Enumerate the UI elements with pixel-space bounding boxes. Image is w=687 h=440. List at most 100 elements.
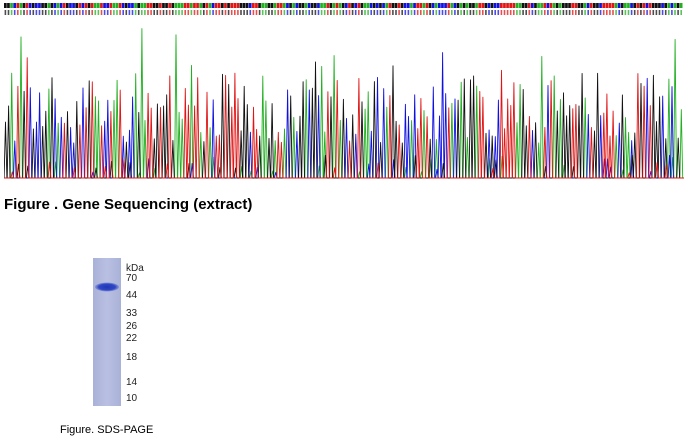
marker-label: 18 (126, 352, 138, 363)
base-call-mark (537, 3, 540, 8)
base-call-letter (354, 10, 357, 15)
base-call-mark (379, 3, 382, 8)
base-call-mark (317, 3, 320, 8)
base-call-mark (388, 3, 392, 8)
base-call-letter (482, 10, 484, 15)
trace-T (4, 57, 684, 179)
base-call-mark (515, 3, 519, 8)
base-call-mark (450, 3, 454, 8)
base-call-mark (462, 3, 466, 8)
base-call-mark (286, 3, 289, 8)
base-call-mark (534, 3, 537, 8)
base-call-letter (491, 10, 493, 15)
sds-page-gel-lane (93, 258, 121, 406)
base-call-mark (639, 3, 643, 8)
base-call-mark (611, 3, 615, 8)
base-call-mark (586, 3, 590, 8)
base-call-letter (478, 10, 481, 15)
base-call-mark (602, 3, 605, 8)
base-call-mark (360, 3, 364, 8)
base-call-mark (245, 3, 249, 8)
marker-label: 33 (126, 308, 138, 319)
base-call-letter (227, 10, 230, 15)
base-call-letter (612, 10, 614, 15)
base-call-letter (323, 10, 326, 15)
base-call-mark (397, 3, 401, 8)
marker-label: 22 (126, 333, 138, 344)
base-call-letter (79, 10, 81, 15)
base-call-letter (516, 10, 518, 15)
base-call-letter (655, 10, 658, 15)
base-call-letter (215, 10, 217, 15)
base-call-letter (172, 10, 174, 15)
base-call-mark (242, 3, 246, 8)
base-call-letter (658, 10, 661, 15)
base-call-mark (310, 3, 314, 8)
base-call-letter (568, 10, 571, 15)
base-call-letter (513, 10, 515, 15)
base-call-mark (165, 3, 168, 8)
base-call-mark (484, 3, 488, 8)
base-call-mark (329, 3, 333, 8)
base-call-mark (162, 3, 165, 8)
base-call-letter (125, 10, 128, 15)
base-call-mark (159, 3, 162, 8)
base-call-mark (478, 3, 481, 8)
base-call-mark (351, 3, 354, 8)
base-call-mark (496, 3, 500, 8)
base-call-letter (565, 10, 568, 15)
base-call-letter (44, 10, 47, 15)
base-call-mark (543, 3, 547, 8)
base-call-letter (494, 10, 496, 15)
base-call-mark (155, 3, 159, 8)
base-call-letter (544, 10, 546, 15)
base-call-letter (277, 10, 279, 15)
base-call-mark (273, 3, 277, 8)
base-call-letter (395, 10, 397, 15)
base-call-letter (637, 10, 639, 15)
base-call-letter (379, 10, 382, 15)
base-call-letter (432, 10, 434, 15)
base-call-mark (512, 3, 516, 8)
marker-label: 44 (126, 290, 138, 301)
base-call-letter (609, 10, 611, 15)
base-call-mark (78, 3, 82, 8)
base-call-letter (401, 10, 403, 15)
base-call-mark (72, 3, 75, 8)
base-call-mark (664, 3, 667, 8)
base-call-mark (658, 3, 661, 8)
base-call-mark (211, 3, 215, 8)
base-call-mark (487, 3, 491, 8)
base-call-mark (118, 3, 122, 8)
base-call-mark (438, 3, 441, 8)
base-call-letter (503, 10, 506, 15)
base-call-mark (124, 3, 128, 8)
base-call-mark (376, 3, 379, 8)
base-call-letter (268, 10, 270, 15)
base-call-mark (283, 3, 286, 8)
base-call-letter (274, 10, 276, 15)
base-call-mark (53, 3, 57, 8)
base-call-letter (63, 10, 66, 15)
base-call-mark (97, 3, 100, 8)
base-call-letter (252, 10, 255, 15)
base-call-letter (348, 10, 351, 15)
base-call-letter (547, 10, 549, 15)
base-call-mark (233, 3, 237, 8)
base-call-mark (394, 3, 398, 8)
base-call-letter (441, 10, 444, 15)
base-call-mark (425, 3, 429, 8)
base-call-mark (549, 3, 553, 8)
base-call-mark (552, 3, 556, 8)
base-call-mark (41, 3, 44, 8)
base-call-mark (332, 3, 336, 8)
base-call-mark (385, 3, 388, 8)
base-call-mark (416, 3, 419, 8)
base-call-letter (218, 10, 221, 15)
base-call-mark (648, 3, 652, 8)
base-call-mark (679, 3, 683, 8)
base-call-mark (589, 3, 593, 8)
base-call-letter (680, 10, 682, 15)
base-call-letter (72, 10, 75, 15)
base-call-mark (230, 3, 233, 8)
